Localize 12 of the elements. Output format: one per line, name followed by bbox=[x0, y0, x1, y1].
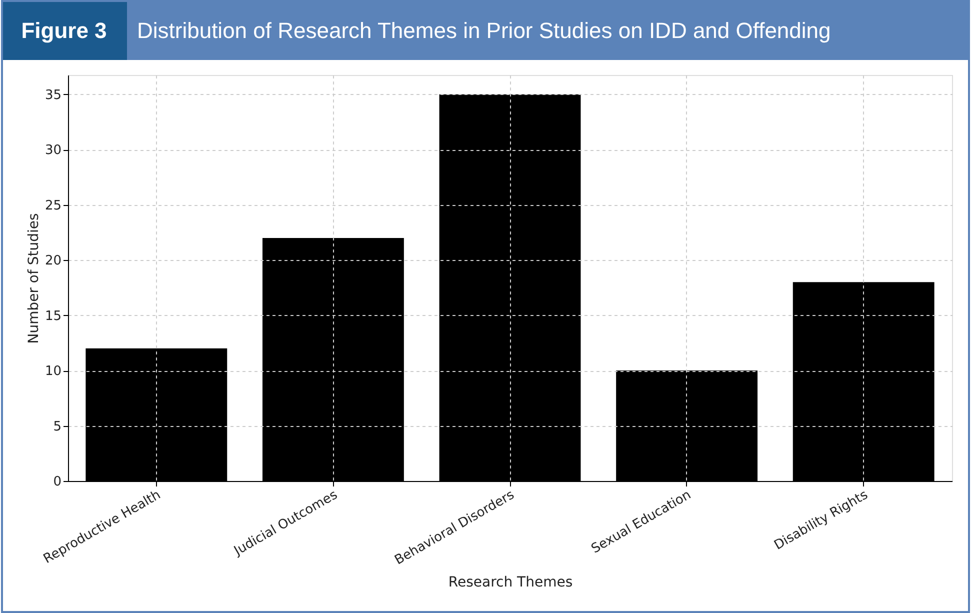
y-tick-label: 15 bbox=[44, 308, 62, 324]
y-tick-label: 0 bbox=[53, 474, 62, 490]
y-tick-label: 10 bbox=[44, 364, 62, 380]
chart-subtitle: Distribution of Research Themes in Prior Studies on IDD and Offending bbox=[137, 18, 831, 43]
chart-title: Figure 3 bbox=[21, 18, 107, 43]
y-tick-label: 5 bbox=[53, 419, 62, 434]
y-tick-label: 25 bbox=[44, 198, 62, 214]
y-axis-title: Number of Studies bbox=[26, 213, 42, 344]
y-tick-label: 30 bbox=[44, 143, 62, 158]
x-axis-title: Research Themes bbox=[448, 574, 573, 590]
y-tick-label: 35 bbox=[44, 88, 62, 103]
y-tick-label: 20 bbox=[44, 254, 62, 269]
